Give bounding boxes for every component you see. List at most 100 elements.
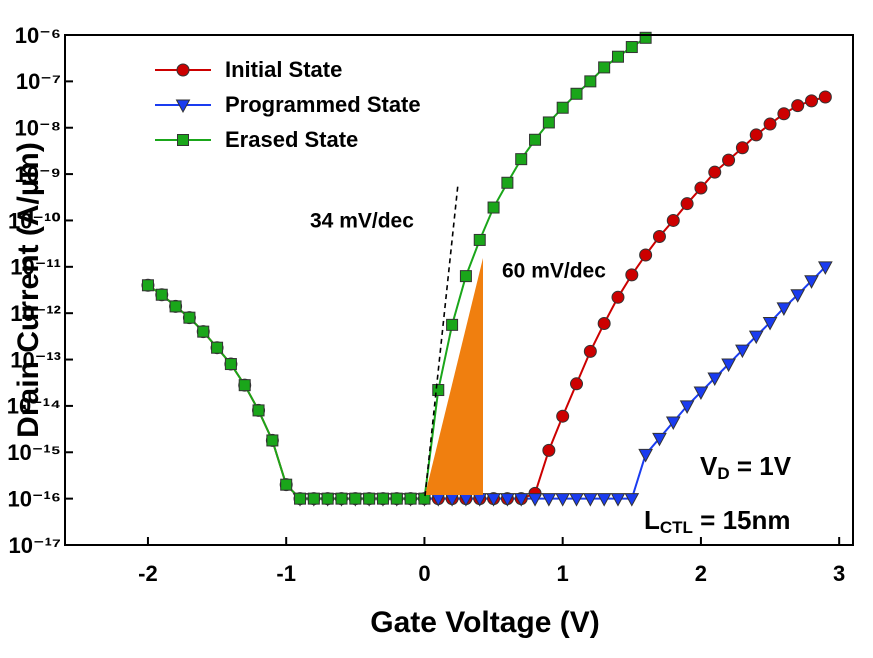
data-point [390,492,403,505]
data-point [582,493,598,507]
legend-label: Erased State [225,127,358,152]
legend-marker [175,99,191,114]
y-tick-label: 10⁻¹¹ [10,255,61,280]
data-point [680,197,694,211]
data-point [610,493,626,507]
data-point [805,94,819,108]
y-tick-label: 10⁻⁷ [16,69,61,94]
data-point [625,41,638,54]
data-point [542,443,556,457]
x-tick-label: 1 [557,561,569,586]
data-point [183,311,196,324]
data-point [349,492,362,505]
data-point [211,341,224,354]
data-point [321,492,334,505]
data-point [665,416,681,431]
data-point [611,290,625,304]
annotation: LCTL = 15nm [644,505,791,538]
data-point [294,492,307,505]
data-point [404,492,417,505]
data-point [762,316,778,331]
data-point [652,432,667,447]
data-point [748,330,764,345]
data-point [735,344,750,359]
data-point [735,141,749,155]
data-point [749,128,763,142]
data-point [679,400,695,414]
data-point [238,379,251,392]
data-point [625,268,639,282]
y-tick-label: 10⁻¹⁵ [7,440,61,465]
y-tick-label: 10⁻¹⁴ [7,394,61,419]
slope-line [424,183,459,497]
data-point [790,289,806,303]
data-point [570,87,583,100]
data-point [266,434,279,447]
data-point [708,165,722,179]
slope-triangle [425,258,483,495]
data-point [141,279,154,292]
annotation: VD = 1V [700,451,792,484]
data-point [556,409,570,423]
data-point [707,372,723,387]
data-point [763,117,777,131]
data-point [583,344,597,358]
plot-frame [64,34,854,546]
data-point [818,261,833,275]
data-point [280,478,293,491]
data-point [529,133,542,146]
data-point [597,316,611,330]
annotation-part: CTL [660,518,693,537]
data-point [418,492,431,505]
data-point [624,493,640,507]
plot-area: -2 -1 0 1 2 3 10⁻¹⁷ 10⁻¹⁶ 10⁻¹⁵ 10⁻¹⁴ 10⁻¹³ 10⁻¹² 10… [7,23,846,586]
data-point [252,404,265,417]
x-tick-label: -2 [138,561,158,586]
data-point [542,116,555,129]
data-point [693,386,709,401]
data-point [818,90,832,104]
data-point [541,493,557,507]
data-point [694,181,708,195]
legend-marker [177,134,189,146]
data-point [307,492,320,505]
data-point [473,233,486,246]
data-point [459,270,472,283]
data-point [556,101,569,114]
y-tick-label: 10⁻¹⁶ [7,486,61,511]
data-point [611,50,624,63]
x-tick-label: 3 [833,561,845,586]
annotation-part: L [644,505,660,535]
data-point [791,99,805,113]
data-point [224,358,237,371]
y-tick-label: 10⁻⁹ [14,162,61,187]
data-point [555,493,571,507]
data-point [486,493,501,507]
annotation-part: = 1V [730,451,792,481]
data-point [432,384,445,397]
data-point [598,61,611,74]
data-point [570,377,584,391]
data-point [776,302,792,316]
data-point [169,300,182,313]
data-point [376,492,389,505]
data-point [487,201,500,214]
data-point [722,153,736,167]
data-point [446,318,459,331]
data-point [155,288,168,301]
annotation-part: = 15nm [693,505,791,535]
data-point [500,493,515,507]
data-point [804,275,819,289]
annotation-part: D [717,464,729,483]
data-point [501,176,514,189]
y-tick-label: 10⁻⁸ [15,116,61,141]
y-tick-label: 10⁻¹³ [10,347,61,372]
data-point [515,153,528,166]
legend-label: Initial State [225,57,342,82]
legend-marker [176,63,190,77]
legend-label: Programmed State [225,92,421,117]
x-tick-label: -1 [276,561,296,586]
data-point [513,493,529,507]
